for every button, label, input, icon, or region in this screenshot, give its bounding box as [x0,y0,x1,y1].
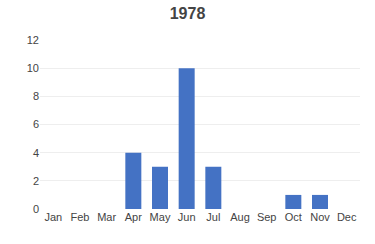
svg-text:10: 10 [27,62,39,74]
svg-text:1978: 1978 [170,5,206,22]
svg-text:Aug: Aug [230,211,250,223]
svg-text:Feb: Feb [71,211,90,223]
svg-text:Jun: Jun [178,211,196,223]
svg-text:4: 4 [33,147,39,159]
svg-text:Jul: Jul [206,211,220,223]
svg-text:Oct: Oct [285,211,302,223]
svg-text:6: 6 [33,118,39,130]
svg-text:Nov: Nov [310,211,330,223]
svg-text:Jan: Jan [44,211,62,223]
svg-text:Sep: Sep [257,211,277,223]
svg-text:May: May [150,211,171,223]
svg-text:Mar: Mar [97,211,116,223]
svg-text:8: 8 [33,90,39,102]
svg-text:0: 0 [33,203,39,215]
svg-text:12: 12 [27,34,39,46]
svg-text:2: 2 [33,175,39,187]
svg-text:Dec: Dec [337,211,357,223]
svg-text:Apr: Apr [125,211,142,223]
